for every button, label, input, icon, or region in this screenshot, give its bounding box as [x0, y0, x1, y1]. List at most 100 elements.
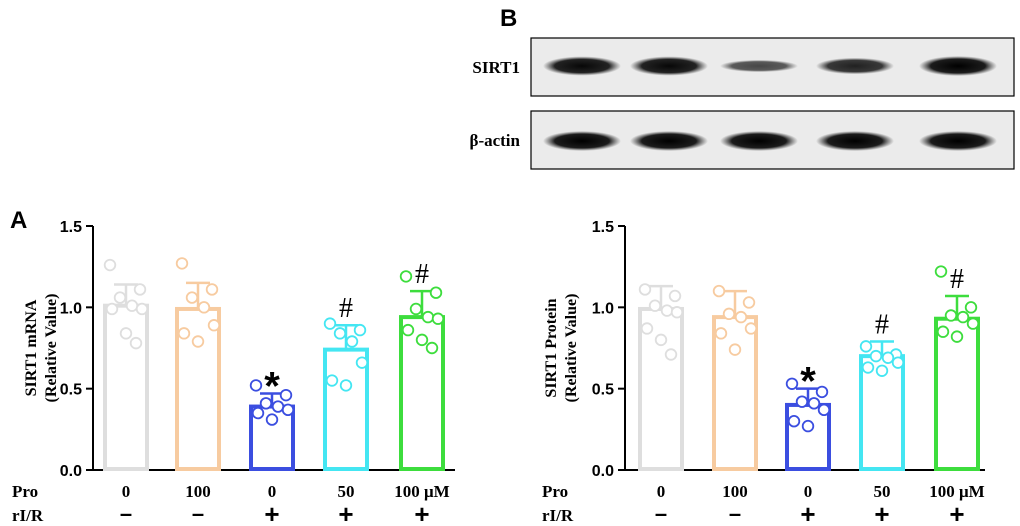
data-point: [129, 336, 143, 350]
data-point: [205, 283, 219, 296]
data-point: [353, 323, 367, 337]
ri-label: –: [655, 501, 667, 526]
bar: [323, 347, 369, 472]
pro-label: 0: [122, 482, 131, 501]
data-point: [281, 403, 295, 417]
ri-label: –: [120, 501, 132, 526]
data-point: [133, 283, 147, 296]
data-point: [333, 327, 347, 340]
ri-label: –: [729, 501, 741, 526]
data-point: [197, 301, 211, 314]
pro-label: 100: [722, 482, 748, 501]
data-point: [956, 310, 970, 324]
panel-label-b: B: [500, 5, 517, 32]
ri-label: +: [414, 499, 429, 526]
significance-star: *: [264, 365, 280, 409]
data-point: [431, 312, 445, 325]
data-point: [185, 291, 199, 304]
data-point: [207, 319, 221, 332]
data-point: [654, 333, 668, 347]
data-point: [429, 286, 443, 299]
data-point: [785, 377, 799, 390]
row-label-pro: Pro: [542, 482, 568, 501]
western-blot: SIRT1 β-actin: [469, 37, 1015, 170]
blot-band: [919, 131, 997, 151]
y-tick-label: 1.0: [592, 300, 614, 317]
data-point: [259, 397, 273, 410]
data-point: [722, 307, 736, 321]
blot-band: [720, 131, 798, 151]
pro-label: 50: [874, 482, 891, 501]
blot-band: [919, 56, 997, 76]
ri-label: +: [874, 499, 889, 526]
row-label-ri: rI/R: [12, 506, 44, 525]
chart-protein: 0.0 0.5 1.0 1.5 SIRT1 Protein (Relative Value…: [542, 219, 985, 526]
data-point: [279, 388, 293, 402]
data-point: [787, 415, 801, 428]
data-point: [944, 309, 958, 322]
data-point: [135, 302, 149, 316]
y-tick-label: 0.5: [592, 382, 614, 399]
data-point: [325, 374, 339, 387]
data-point: [807, 397, 821, 410]
data-point: [323, 317, 337, 330]
blot-band: [816, 131, 894, 151]
y-tick-label: 1.5: [60, 219, 82, 236]
data-point: [648, 299, 662, 312]
data-point: [660, 304, 674, 317]
data-point: [801, 419, 815, 433]
pro-label: 100 μM: [394, 482, 449, 501]
data-point: [401, 323, 415, 337]
data-point: [191, 335, 205, 348]
data-point: [668, 289, 682, 303]
data-point: [355, 356, 369, 369]
data-point: [415, 333, 429, 347]
blot-band: [630, 56, 708, 76]
panel-label-a: A: [10, 207, 27, 234]
blot-band: [630, 131, 708, 151]
data-point: [742, 296, 756, 309]
data-point: [859, 340, 873, 353]
data-point: [881, 351, 895, 364]
bar: [712, 315, 758, 471]
pro-label: 0: [268, 482, 277, 501]
y-tick-label: 0.5: [60, 382, 82, 399]
data-point: [964, 301, 978, 314]
data-point: [339, 379, 353, 392]
data-point: [714, 327, 728, 340]
data-point: [177, 327, 191, 340]
blot-band: [720, 59, 798, 73]
data-point: [936, 325, 950, 338]
data-point: [175, 257, 189, 270]
data-point: [815, 385, 829, 399]
data-point: [640, 322, 654, 335]
blot-row-label: SIRT1: [472, 58, 520, 77]
data-point: [875, 364, 889, 377]
data-point: [409, 302, 423, 316]
data-point: [399, 270, 413, 283]
data-point: [891, 356, 905, 369]
y-tick-label: 1.0: [60, 300, 82, 317]
data-point: [670, 306, 684, 319]
blot-row-label: β-actin: [469, 131, 520, 150]
data-point: [119, 327, 133, 340]
ri-label: +: [949, 499, 964, 526]
blot-band: [543, 56, 621, 76]
data-point: [712, 284, 726, 298]
data-point: [795, 395, 809, 408]
data-point: [421, 310, 435, 324]
data-point: [251, 406, 265, 420]
data-point: [265, 413, 279, 426]
significance-hash: #: [339, 293, 353, 324]
significance-star: *: [800, 360, 816, 404]
y-axis-label: (Relative Value): [563, 294, 580, 403]
data-point: [345, 335, 359, 348]
data-point: [125, 299, 139, 312]
ri-label: +: [338, 499, 353, 526]
data-point: [664, 348, 678, 361]
y-tick-label: 1.5: [592, 219, 614, 236]
data-point: [861, 361, 875, 374]
y-tick-label: 0.0: [592, 463, 614, 480]
